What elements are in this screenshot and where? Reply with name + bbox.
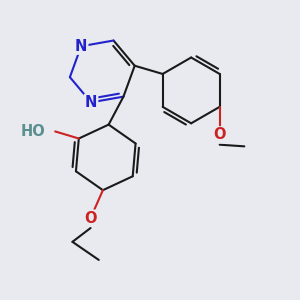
Text: N: N bbox=[75, 39, 87, 54]
Text: O: O bbox=[84, 211, 97, 226]
Text: N: N bbox=[85, 95, 97, 110]
Text: HO: HO bbox=[21, 124, 45, 139]
Text: O: O bbox=[213, 127, 226, 142]
